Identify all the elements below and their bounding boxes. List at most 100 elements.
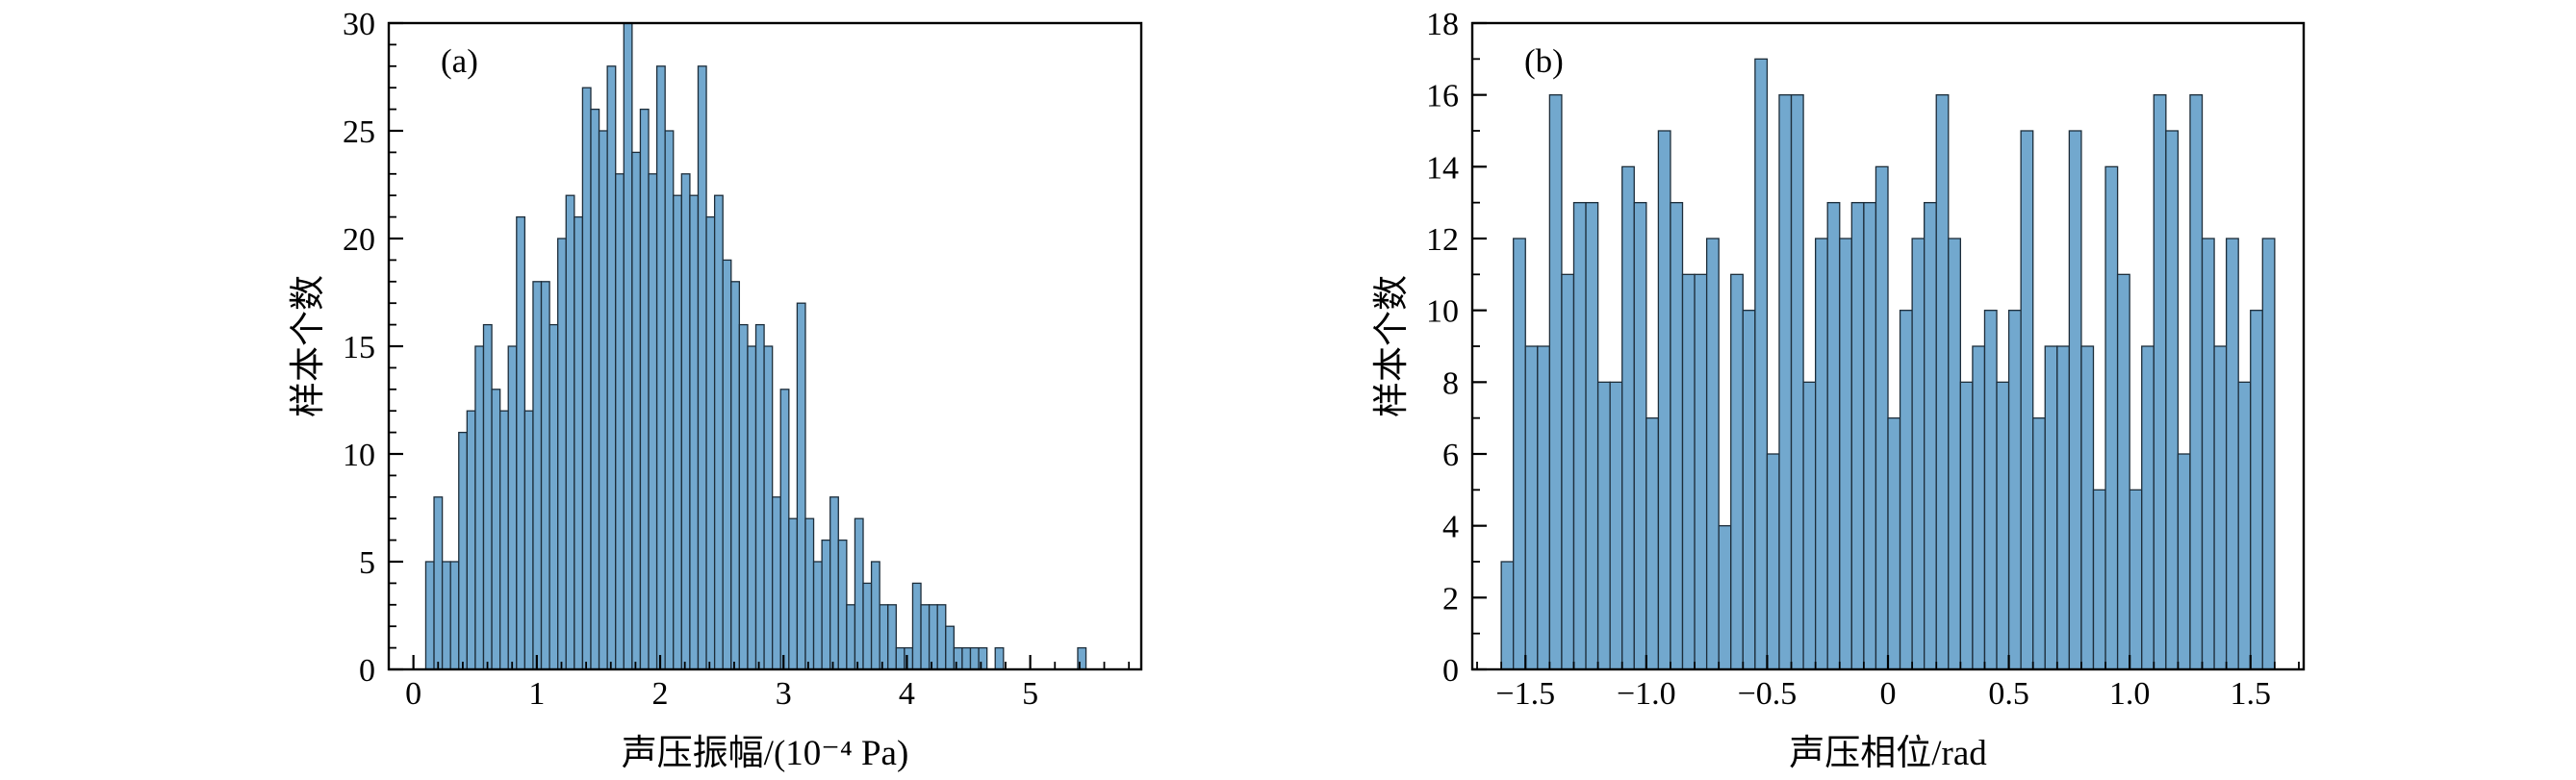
histogram-bar xyxy=(1815,238,1828,670)
histogram-bar xyxy=(763,345,774,670)
plot-frame xyxy=(387,21,1143,671)
histogram-bar xyxy=(969,646,980,670)
histogram-bar xyxy=(1948,238,1961,670)
panel-b: −1.5 −1.0 −0.5 0 0.5 1.0 1.5 0 2 4 6 8 10 12 14 16 18 (b… xyxy=(1289,0,2576,780)
histogram-bar xyxy=(920,604,931,670)
histogram-bar xyxy=(2080,345,2095,670)
histogram-bar xyxy=(557,238,567,670)
histogram-bar xyxy=(424,561,435,670)
histogram-bar xyxy=(548,323,559,670)
histogram-bar xyxy=(1645,417,1660,670)
histogram-bar xyxy=(2213,345,2228,670)
x-tick-label: 2 xyxy=(652,676,669,712)
histogram-bar xyxy=(936,604,947,670)
histogram-bar xyxy=(590,108,600,670)
histogram-bar xyxy=(680,173,691,670)
y-axis-label-b: 样本个数 xyxy=(1372,275,1412,417)
x-tick-label: 0 xyxy=(1880,676,1897,712)
histogram-bar xyxy=(1911,238,1926,670)
y-tick-label: 18 xyxy=(1426,7,1459,42)
histogram-bar xyxy=(673,194,682,670)
histogram-bar xyxy=(1742,310,1756,670)
histogram-bar xyxy=(870,561,880,670)
y-tick-label: 14 xyxy=(1426,150,1459,186)
histogram-bar xyxy=(804,517,815,670)
histogram-bar xyxy=(697,65,707,670)
histogram-bar xyxy=(821,539,831,670)
y-axis-label-a: 样本个数 xyxy=(289,275,328,417)
histogram-bar xyxy=(1972,345,1986,670)
histogram-bar xyxy=(606,65,617,670)
histogram-bar xyxy=(788,517,799,670)
histogram-bar xyxy=(796,302,806,670)
histogram-bar xyxy=(1983,310,1998,670)
histogram-bar xyxy=(1875,165,1889,670)
histogram-bar xyxy=(2007,310,2022,670)
histogram-bar xyxy=(1561,273,1575,670)
x-tick-label: 1 xyxy=(528,676,545,712)
histogram-bar xyxy=(747,345,757,670)
x-axis-label-b: 声压相位/rad xyxy=(1789,734,1987,773)
histogram-bar xyxy=(466,410,476,670)
histogram-bar xyxy=(2153,94,2167,670)
histogram-bar xyxy=(2189,94,2204,670)
histogram-bar xyxy=(1850,202,1865,670)
histogram-bar xyxy=(482,323,493,670)
histogram-bar xyxy=(639,108,650,670)
histogram-bar xyxy=(945,625,956,670)
histogram-bar xyxy=(491,389,501,670)
histogram-bar xyxy=(2092,489,2106,670)
histogram-bar xyxy=(1548,94,1563,670)
histogram-bar xyxy=(1778,94,1793,670)
histogram-bar xyxy=(2201,238,2215,670)
y-tick-label: 25 xyxy=(343,114,375,150)
histogram-a: 0 1 2 3 4 5 0 5 10 15 20 25 30 xyxy=(343,7,1143,712)
histogram-bar xyxy=(2056,345,2071,670)
histogram-bar xyxy=(623,22,633,670)
y-tick-label: 4 xyxy=(1442,510,1459,545)
histogram-bar xyxy=(994,646,1005,670)
histogram-bar xyxy=(1996,381,2010,670)
histogram-bar xyxy=(1572,202,1587,670)
histogram-bar xyxy=(598,130,608,670)
histogram-bar xyxy=(1839,238,1852,670)
histogram-bar xyxy=(2068,130,2082,670)
histogram-bar xyxy=(581,87,592,670)
histogram-bar xyxy=(887,604,897,670)
histogram-bar xyxy=(474,345,485,670)
histogram-bar xyxy=(928,604,938,670)
histogram-bar xyxy=(689,194,700,670)
histogram-bar xyxy=(1633,202,1647,670)
histogram-bar xyxy=(1790,94,1804,670)
histogram-bar xyxy=(516,215,526,670)
histogram-bar xyxy=(2237,381,2252,670)
panel-a: 0 1 2 3 4 5 0 5 10 15 20 25 30 (a) 声压振幅/(10⁻⁴ Pa) 样本… xyxy=(289,7,1143,773)
y-tick-label: 16 xyxy=(1426,79,1459,114)
y-tick-label: 8 xyxy=(1442,365,1459,401)
histogram-bar xyxy=(532,281,543,670)
x-tick-label: 4 xyxy=(899,676,915,712)
histogram-bar xyxy=(1887,417,1901,670)
histogram-bar xyxy=(754,323,765,670)
y-tick-label: 30 xyxy=(343,7,375,42)
histogram-bar xyxy=(713,194,724,670)
x-tick-label: −1.0 xyxy=(1617,676,1676,712)
histogram-bar xyxy=(449,561,460,670)
histogram-bar xyxy=(574,215,584,670)
x-tick-label: −0.5 xyxy=(1738,676,1798,712)
histogram-bar xyxy=(2225,238,2239,670)
histogram-bar xyxy=(829,496,839,670)
y-tick-label: 0 xyxy=(1442,653,1459,689)
histogram-bar xyxy=(722,259,732,670)
histogram-bar xyxy=(631,151,642,670)
histogram-bar xyxy=(565,194,575,670)
histogram-bar xyxy=(1718,525,1732,670)
histogram-bar xyxy=(2104,165,2119,670)
histogram-bar xyxy=(433,496,444,670)
histogram-bar xyxy=(772,496,781,670)
plot-frame xyxy=(1470,21,2306,671)
x-tick-label: 0.5 xyxy=(1988,676,2029,712)
y-tick-label: 0 xyxy=(359,653,375,689)
histogram-bar xyxy=(1694,273,1708,670)
